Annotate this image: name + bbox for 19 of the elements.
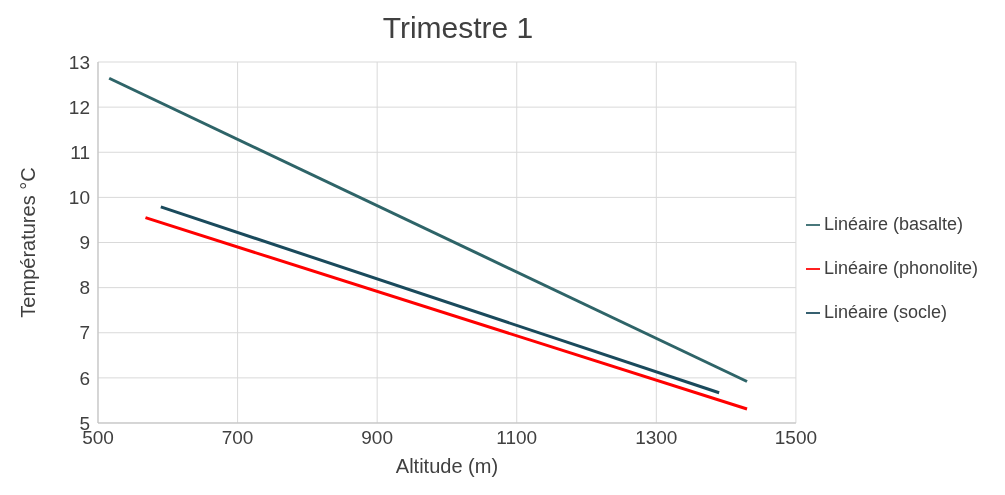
x-tick-label: 900 [361,427,394,449]
x-tick-label: 1100 [496,427,538,449]
y-tick-label: 8 [79,277,90,299]
y-tick-label: 11 [70,141,90,163]
x-tick-label: 1500 [774,427,818,449]
y-axis-title: Températures °C [17,167,40,318]
y-tick-label: 6 [79,367,90,389]
x-axis-title: Altitude (m) [395,455,499,477]
chart-title: Trimestre 1 [381,10,535,46]
x-tick-label: 700 [221,427,254,449]
legend-label: Linéaire (basalte) [823,214,963,234]
legend-label: Linéaire (socle) [823,302,947,322]
legend-label: Linéaire (phonolite) [823,258,978,278]
y-tick-label: 10 [68,187,90,209]
y-tick-label: 12 [68,96,90,118]
x-tick-label: 1300 [635,427,678,449]
y-tick-label: 9 [79,232,90,254]
y-tick-label: 7 [79,322,90,344]
y-tick-label: 13 [68,51,90,73]
